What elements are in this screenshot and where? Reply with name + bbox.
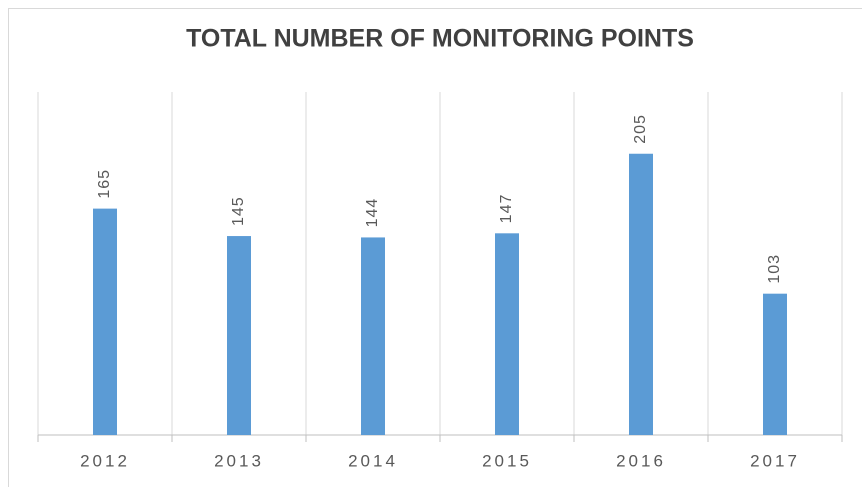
value-label: 205: [632, 114, 649, 144]
value-label: 144: [364, 198, 381, 228]
x-tick-label: 2012: [80, 451, 130, 470]
value-label: 145: [230, 196, 247, 226]
x-tick-label: 2014: [348, 451, 398, 470]
value-label: 103: [766, 254, 783, 284]
x-tick-label: 2013: [214, 451, 264, 470]
x-tick-label: 2016: [616, 451, 666, 470]
bar: [361, 237, 385, 435]
value-label: 147: [498, 194, 515, 224]
chart-title: TOTAL NUMBER OF MONITORING POINTS: [186, 25, 694, 53]
bar: [93, 208, 117, 435]
bar: [495, 233, 519, 435]
value-label: 165: [96, 169, 113, 199]
x-tick-label: 2015: [482, 451, 532, 470]
x-tick-label: 2017: [750, 451, 800, 470]
bar: [763, 293, 787, 435]
bar: [227, 236, 251, 435]
bar: [629, 153, 653, 436]
chart-frame: [8, 8, 862, 487]
